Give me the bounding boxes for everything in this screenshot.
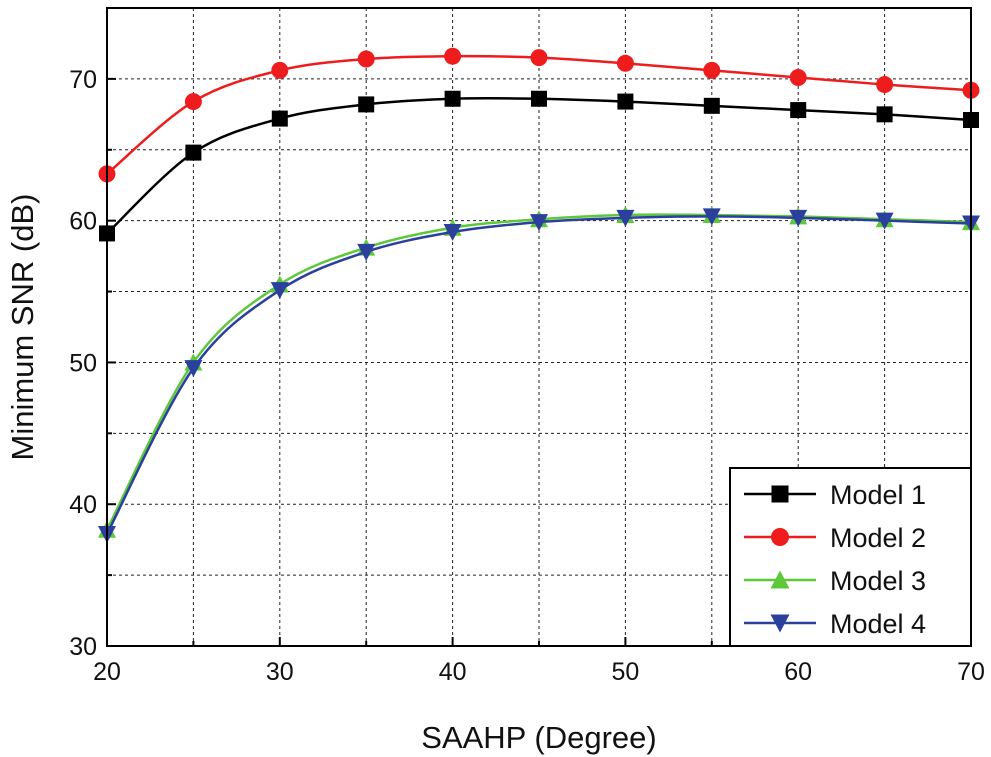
legend-item: Model 1 bbox=[744, 480, 926, 510]
data-point bbox=[358, 96, 375, 113]
y-tick-label: 40 bbox=[69, 491, 97, 519]
data-point bbox=[271, 61, 289, 79]
data-point bbox=[616, 54, 634, 72]
data-point bbox=[789, 209, 808, 227]
data-point bbox=[357, 243, 376, 261]
data-point bbox=[531, 90, 547, 107]
legend-marker bbox=[771, 485, 789, 503]
x-tick-label: 40 bbox=[439, 658, 467, 686]
y-axis-label: Minimum SNR (dB) bbox=[5, 194, 40, 461]
series-layer bbox=[98, 47, 980, 543]
x-tick-label: 50 bbox=[611, 658, 639, 686]
data-point bbox=[444, 47, 462, 65]
legend-item: Model 2 bbox=[744, 523, 926, 553]
data-point bbox=[617, 93, 634, 110]
data-point bbox=[271, 110, 288, 127]
data-point bbox=[876, 106, 893, 123]
x-tick-label: 20 bbox=[93, 658, 121, 686]
data-point bbox=[703, 61, 721, 79]
data-point bbox=[444, 90, 461, 107]
series-2 bbox=[98, 47, 980, 183]
data-point bbox=[876, 76, 894, 94]
series-1 bbox=[99, 90, 979, 242]
legend-label: Model 3 bbox=[830, 566, 926, 596]
legend: Model 1 Model 2 Model 3 Model 4 bbox=[729, 467, 972, 647]
legend-item: Model 4 bbox=[744, 609, 926, 639]
legend-box bbox=[729, 467, 972, 647]
legend-marker bbox=[770, 614, 790, 633]
data-point bbox=[703, 97, 720, 114]
data-point bbox=[270, 282, 289, 300]
data-point bbox=[616, 209, 635, 227]
legend-label: Model 2 bbox=[830, 523, 926, 553]
legend-marker bbox=[770, 570, 790, 589]
y-tick-label: 50 bbox=[69, 349, 97, 377]
x-axis-label: SAAHP (Degree) bbox=[421, 720, 656, 755]
series-4 bbox=[98, 208, 980, 543]
data-point bbox=[789, 68, 807, 86]
legend-label: Model 1 bbox=[830, 480, 926, 510]
data-point bbox=[530, 214, 548, 232]
legend-label: Model 4 bbox=[830, 609, 926, 639]
legend-marker bbox=[771, 528, 789, 546]
data-point bbox=[443, 224, 462, 242]
data-point bbox=[357, 50, 375, 68]
x-tick-label: 60 bbox=[784, 658, 812, 686]
y-tick-label: 30 bbox=[69, 633, 97, 661]
y-tick-label: 60 bbox=[69, 208, 97, 236]
data-point bbox=[184, 93, 202, 111]
data-point bbox=[184, 360, 203, 378]
data-point bbox=[185, 144, 202, 161]
legend-item: Model 3 bbox=[744, 566, 926, 596]
data-point bbox=[530, 49, 548, 67]
y-tick-label: 70 bbox=[69, 66, 97, 94]
series-line bbox=[105, 213, 972, 531]
x-tick-label: 70 bbox=[957, 658, 985, 686]
x-tick-label: 30 bbox=[266, 658, 294, 686]
data-point bbox=[875, 212, 894, 230]
series-line bbox=[105, 215, 972, 535]
data-point bbox=[790, 102, 807, 119]
data-point bbox=[702, 208, 721, 226]
